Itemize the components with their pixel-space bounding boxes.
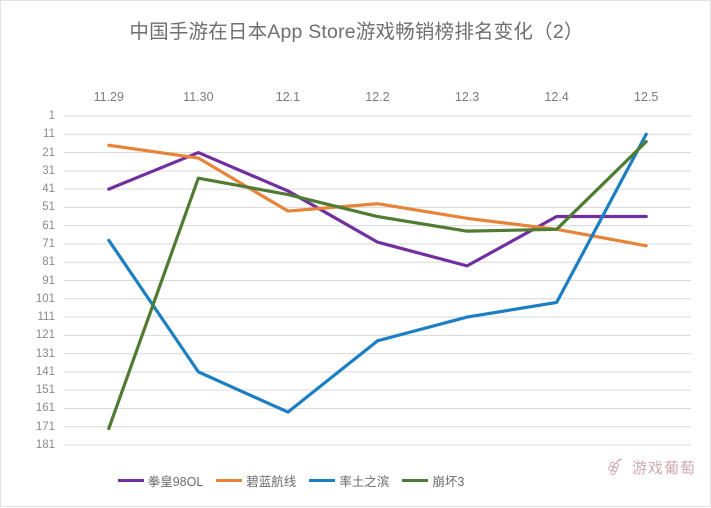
y-axis-tick-label: 71	[42, 237, 55, 250]
legend-item[interactable]: 率土之滨	[309, 471, 389, 490]
y-axis-tick-label: 141	[35, 365, 55, 378]
chart-legend: 拳皇98OL 碧蓝航线 率土之滨 崩坏3	[1, 471, 581, 490]
gridline-group	[64, 115, 691, 446]
legend-color-swatch	[117, 478, 144, 483]
y-axis-tick-label: 131	[35, 347, 55, 360]
y-axis-tick-label: 151	[35, 384, 55, 397]
x-axis-tick-label: 12.2	[365, 90, 390, 104]
legend-color-swatch	[402, 478, 429, 483]
legend-color-swatch	[309, 478, 336, 483]
x-axis-tick-label: 12.4	[544, 90, 569, 104]
series-line	[107, 132, 648, 414]
y-axis-tick-label: 111	[37, 311, 55, 324]
y-axis-tick-label: 31	[42, 164, 55, 177]
x-axis-tick-label: 11.29	[93, 90, 124, 104]
y-axis-tick-label: 171	[35, 420, 55, 433]
legend-label: 碧蓝航线	[246, 475, 297, 489]
series-line-group	[107, 132, 648, 431]
series-line	[107, 150, 648, 268]
legend-label: 崩坏3	[432, 475, 465, 489]
y-axis-tick-label: 11	[43, 128, 55, 141]
y-axis-tick-label: 161	[35, 402, 55, 415]
grape-cluster-icon	[608, 458, 623, 476]
legend-label: 拳皇98OL	[147, 475, 204, 489]
y-axis-tick-label: 41	[42, 183, 55, 196]
y-axis-tick-label: 21	[42, 146, 55, 159]
chart-title: 中国手游在日本App Store游戏畅销榜排名变化（2）	[129, 21, 584, 43]
y-axis-tick-label: 81	[42, 256, 55, 269]
watermark-text: 游戏葡萄	[631, 459, 696, 477]
legend-item[interactable]: 崩坏3	[402, 471, 464, 490]
y-axis-tick-label: 101	[35, 292, 55, 305]
legend-color-swatch	[216, 478, 243, 483]
legend-item[interactable]: 碧蓝航线	[216, 471, 296, 490]
y-axis-tick-label: 1	[48, 110, 55, 122]
watermark: 游戏葡萄	[604, 456, 696, 478]
legend-item[interactable]: 拳皇98OL	[117, 471, 204, 490]
y-axis-tick-label: 51	[42, 201, 55, 214]
x-axis-tick-label: 11.30	[183, 90, 214, 104]
y-axis-tick-label: 91	[42, 274, 55, 287]
x-axis-tick-label: 12.1	[275, 90, 301, 104]
x-axis-tick-label: 12.3	[454, 90, 480, 104]
series-line	[107, 139, 648, 431]
y-axis-tick-label: 181	[35, 439, 55, 451]
series-line	[107, 143, 648, 248]
legend-label: 率土之滨	[339, 475, 390, 489]
y-axis-tick-label: 121	[35, 329, 55, 342]
x-axis-tick-label: 12.5	[634, 90, 659, 104]
y-axis-tick-label: 61	[42, 219, 55, 232]
